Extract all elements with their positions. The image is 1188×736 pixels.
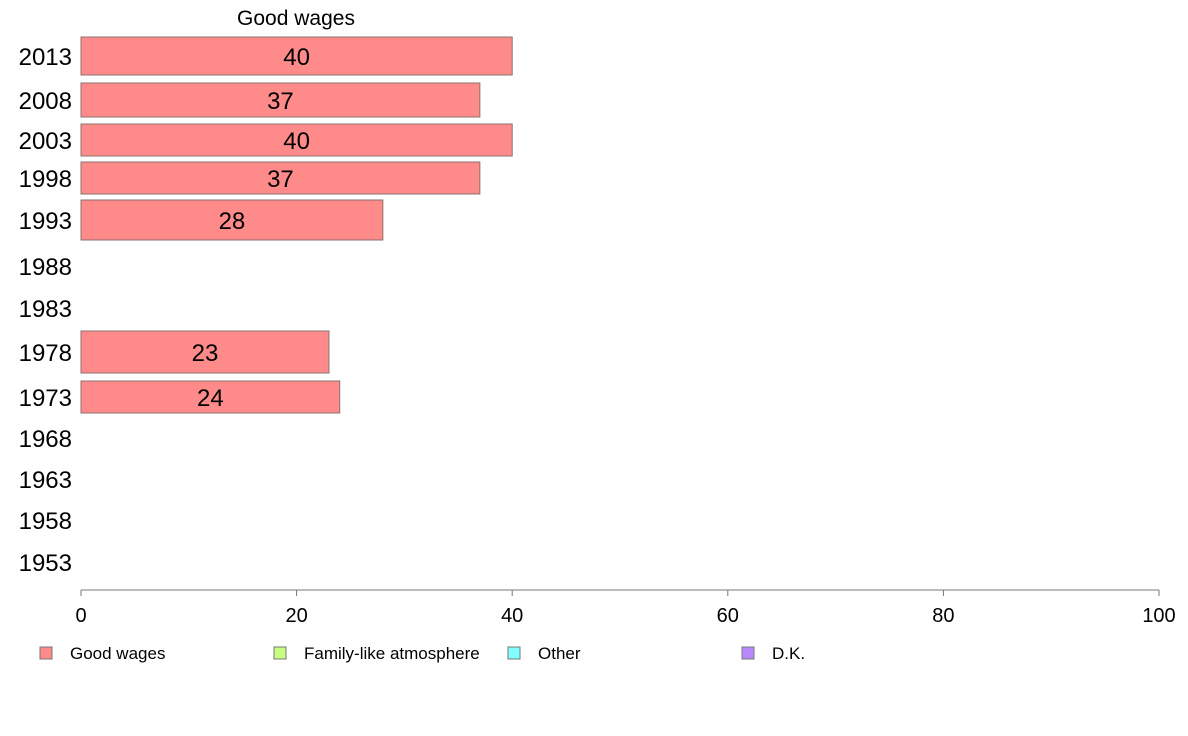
legend-swatch bbox=[39, 646, 53, 660]
data-label: 40 bbox=[283, 128, 310, 155]
legend-swatch bbox=[507, 646, 521, 660]
category-labels: 2013 2008 2003 1998 1993 1988 1983 1978 1973 1968… bbox=[19, 44, 72, 577]
value-labels: 40 37 40 37 28 23 24 bbox=[192, 44, 310, 412]
chart-title: Good wages bbox=[237, 7, 355, 30]
category-label: 2003 bbox=[19, 128, 72, 155]
category-label: 1973 bbox=[19, 385, 72, 412]
x-axis: 0 20 40 60 80 100 bbox=[75, 589, 1176, 627]
x-tick-label: 60 bbox=[717, 605, 739, 627]
bar bbox=[80, 161, 481, 195]
bar bbox=[80, 36, 513, 76]
category-label: 1983 bbox=[19, 296, 72, 323]
bar bbox=[80, 82, 481, 118]
category-label: 1968 bbox=[19, 426, 72, 453]
bar bbox=[80, 330, 330, 374]
category-label: 1978 bbox=[19, 340, 72, 367]
bar bbox=[80, 199, 384, 241]
x-tick-label: 40 bbox=[501, 605, 523, 627]
data-label: 37 bbox=[267, 88, 294, 115]
x-tick-label: 80 bbox=[932, 605, 954, 627]
data-label: 24 bbox=[197, 385, 224, 412]
data-label: 40 bbox=[283, 44, 310, 71]
category-label: 1993 bbox=[19, 208, 72, 235]
category-label: 2008 bbox=[19, 88, 72, 115]
bar bbox=[80, 380, 341, 414]
category-label: 2013 bbox=[19, 44, 72, 71]
category-label: 1953 bbox=[19, 550, 72, 577]
data-label: 23 bbox=[192, 340, 219, 367]
bars bbox=[80, 36, 513, 414]
data-label: 28 bbox=[219, 208, 246, 235]
x-tick-label: 20 bbox=[285, 605, 307, 627]
category-label: 1963 bbox=[19, 467, 72, 494]
x-tick-label: 100 bbox=[1142, 605, 1175, 627]
legend-label: Other bbox=[538, 644, 581, 663]
category-label: 1998 bbox=[19, 166, 72, 193]
legend-label: Good wages bbox=[70, 644, 165, 663]
legend-swatch bbox=[273, 646, 287, 660]
category-label: 1988 bbox=[19, 254, 72, 281]
legend: Good wages Family-like atmosphere Other D.K… bbox=[39, 644, 805, 663]
legend-label: Family-like atmosphere bbox=[304, 644, 480, 663]
x-tick-label: 0 bbox=[75, 605, 86, 627]
legend-label: D.K. bbox=[772, 644, 805, 663]
bar bbox=[80, 123, 513, 157]
category-label: 1958 bbox=[19, 508, 72, 535]
legend-swatch bbox=[741, 646, 755, 660]
data-label: 37 bbox=[267, 166, 294, 193]
